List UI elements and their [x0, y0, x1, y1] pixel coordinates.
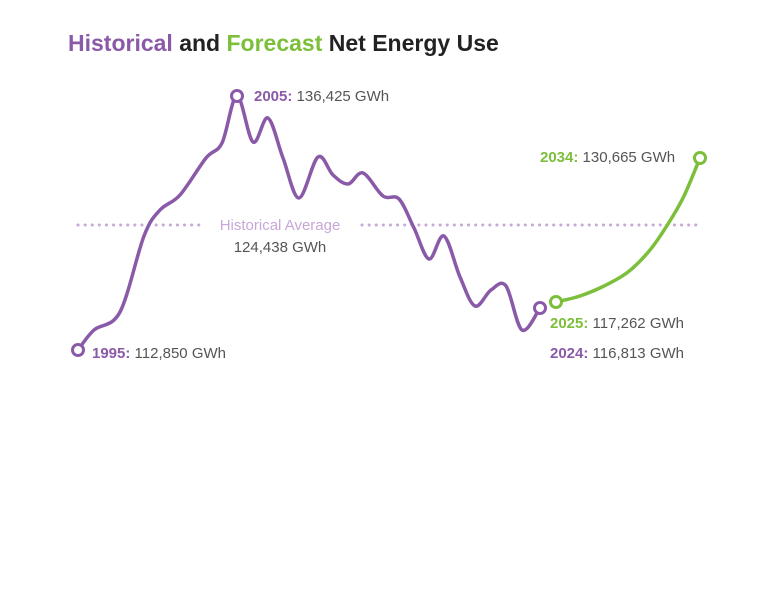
annotation-2024-value: 116,813 GWh	[588, 345, 684, 362]
marker-2025	[549, 295, 563, 309]
chart-title: Historical and Forecast Net Energy Use	[68, 30, 499, 57]
annotation-1995-year: 1995:	[92, 345, 130, 362]
title-rest: Net Energy Use	[322, 30, 499, 56]
annotation-2005: 2005: 136,425 GWh	[254, 88, 389, 105]
title-forecast: Forecast	[226, 30, 323, 56]
annotation-2025-year: 2025:	[550, 315, 588, 332]
annotation-1995-value: 112,850 GWh	[130, 345, 226, 362]
annotation-2034: 2034: 130,665 GWh	[540, 149, 675, 166]
title-and: and	[172, 30, 227, 56]
marker-2034	[693, 151, 707, 165]
annotation-1995: 1995: 112,850 GWh	[92, 345, 226, 362]
marker-2005	[230, 89, 244, 103]
marker-1995	[71, 343, 85, 357]
marker-2024	[533, 301, 547, 315]
annotation-2024-year: 2024:	[550, 345, 588, 362]
forecast-series-line	[554, 156, 702, 304]
annotation-2024: 2024: 116,813 GWh	[550, 345, 684, 362]
title-historical: Historical	[68, 30, 173, 56]
annotation-2034-year: 2034:	[540, 149, 578, 166]
annotation-2025: 2025: 117,262 GWh	[550, 315, 684, 332]
average-value-label: 124,438 GWh	[234, 239, 327, 256]
annotation-2025-value: 117,262 GWh	[588, 315, 684, 332]
average-label: Historical Average	[220, 217, 341, 234]
annotation-2034-value: 130,665 GWh	[578, 149, 675, 166]
annotation-2005-value: 136,425 GWh	[292, 88, 389, 105]
annotation-2005-year: 2005:	[254, 88, 292, 105]
historical-series-line	[76, 94, 542, 352]
